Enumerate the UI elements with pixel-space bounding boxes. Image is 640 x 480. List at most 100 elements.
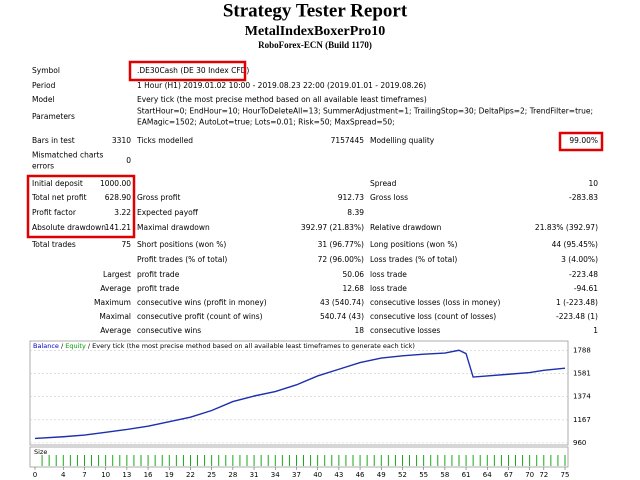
row-label: Total trades [31, 240, 76, 249]
x-tick-label: 40 [313, 471, 322, 479]
row-value: Maximal [99, 312, 131, 321]
row-value: Maximum [94, 298, 131, 307]
field-label: loss trade [370, 270, 407, 279]
field-value: 99.00% [569, 136, 598, 145]
row-label: Initial deposit [32, 179, 83, 188]
field-value: 12.68 [343, 284, 365, 293]
x-tick-label: 7 [82, 471, 86, 479]
field-value: 50.06 [343, 270, 365, 279]
x-tick-label: 0 [33, 471, 37, 479]
ea-name: MetalIndexBoxerPro10 [245, 24, 386, 39]
x-tick-label: 61 [462, 471, 471, 479]
x-tick-label: 31 [250, 471, 259, 479]
report-title: Strategy Tester Report [223, 0, 408, 21]
field-label: profit trade [137, 270, 180, 279]
x-tick-label: 46 [356, 471, 365, 479]
field-label: Loss trades (% of total) [370, 255, 457, 264]
field-value: 7157445 [331, 136, 365, 145]
x-tick-label: 16 [144, 471, 153, 479]
field-value: 540.74 (43) [320, 312, 364, 321]
row-label: Total net profit [31, 193, 87, 202]
field-label: Relative drawdown [370, 223, 442, 232]
row-value: Average [100, 326, 131, 335]
field-label: Modelling quality [370, 136, 435, 145]
size-frame [29, 446, 569, 468]
field-label: Gross loss [370, 193, 408, 202]
field-value: 72 (96.00%) [318, 255, 364, 264]
row-label: errors [32, 162, 54, 171]
highlight-box [26, 174, 136, 239]
row-value: 3310 [112, 136, 131, 145]
x-tick-label: 70 [525, 471, 534, 479]
row-label: Period [32, 81, 56, 90]
row-value: Largest [103, 270, 131, 279]
field-label: Profit trades (% of total) [137, 255, 227, 264]
field-value: -283.83 [569, 193, 598, 202]
row-value: Average [100, 284, 131, 293]
row-label: Symbol [32, 66, 60, 75]
report-table: Symbol .DE30Cash (DE 30 Index CFD) Period 1… [31, 66, 598, 335]
field-value: 18 [354, 326, 364, 335]
legend-text: Balance [33, 342, 59, 350]
field-label: Ticks modelled [136, 136, 193, 145]
row-label: Parameters [32, 112, 75, 121]
balance-line [34, 349, 566, 440]
field-label: Maximal drawdown [137, 223, 210, 232]
x-tick-label: 52 [398, 471, 407, 479]
x-tick-label: 13 [122, 471, 131, 479]
y-tick-label: 960 [573, 439, 586, 447]
field-value: 1 (-223.48) [556, 298, 598, 307]
y-tick-label: 1374 [573, 393, 591, 401]
row-label: Bars in test [32, 136, 75, 145]
x-tick-label: 10 [101, 471, 110, 479]
field-label: consecutive wins [137, 326, 201, 335]
field-value: 43 (540.74) [320, 298, 364, 307]
x-tick-label: 25 [207, 471, 216, 479]
x-tick-label: 19 [165, 471, 174, 479]
row-value: 1000.00 [100, 179, 131, 188]
field-value: 1 [593, 326, 598, 335]
chart-legend: Balance / Equity / Every tick (the most … [33, 342, 415, 350]
broker: RoboForex-ECN (Build 1170) [258, 40, 372, 50]
field-value: 31 (96.77%) [318, 240, 364, 249]
legend-text: / Every tick (the most precise method ba… [86, 342, 415, 350]
field-value: 3 (4.00%) [561, 255, 598, 264]
field-label: .DE30Cash (DE 30 Index CFD) [137, 66, 249, 75]
field-label: consecutive losses [370, 326, 440, 335]
field-label: consecutive loss (count of losses) [370, 312, 496, 321]
row-value: 75 [121, 240, 131, 249]
field-label: loss trade [370, 284, 407, 293]
field-label: consecutive wins (profit in money) [137, 298, 267, 307]
legend-text: / [59, 342, 65, 350]
x-tick-label: 75 [561, 471, 570, 479]
field-value: -223.48 (1) [556, 312, 598, 321]
field-value: 392.97 (21.83%) [301, 223, 364, 232]
x-tick-label: 4 [61, 471, 66, 479]
size-label: Size [34, 448, 47, 456]
x-tick-label: 64 [483, 471, 492, 479]
x-tick-label: 37 [292, 471, 301, 479]
x-tick-label: 67 [504, 471, 513, 479]
x-tick-label: 22 [186, 471, 195, 479]
field-label: Spread [370, 179, 397, 188]
y-tick-label: 1167 [573, 416, 591, 424]
plot-frame [29, 340, 569, 446]
field-label: consecutive losses (loss in money) [370, 298, 500, 307]
x-tick-label: 49 [377, 471, 386, 479]
row-value: 3.22 [114, 208, 131, 217]
field-value: 8.39 [347, 208, 364, 217]
field-value: 912.73 [338, 193, 364, 202]
x-tick-label: 28 [228, 471, 237, 479]
x-tick-label: 58 [440, 471, 449, 479]
legend-text: Equity [65, 342, 86, 350]
field-value: 21.83% (392.97) [535, 223, 598, 232]
field-value: 44 (95.45%) [552, 240, 598, 249]
x-tick-label: 43 [334, 471, 343, 479]
x-tick-label: 72 [539, 471, 548, 479]
field-value: 10 [588, 179, 598, 188]
row-label: Mismatched charts [32, 151, 103, 160]
row-value: 0 [126, 156, 131, 165]
field-value: -223.48 [569, 270, 598, 279]
field-label: Every tick (the most precise method base… [137, 95, 427, 104]
